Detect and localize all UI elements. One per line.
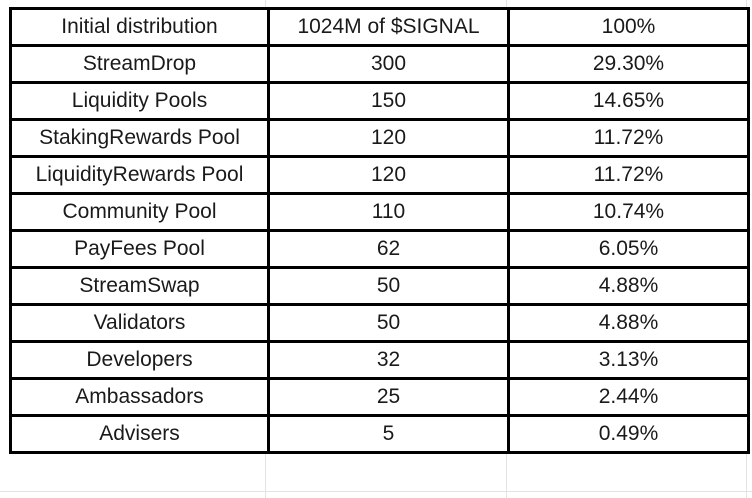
percent-cell[interactable]: 11.72% <box>507 118 750 158</box>
percent-cell[interactable]: 14.65% <box>507 81 750 121</box>
header-cell-amount[interactable]: 1024M of $SIGNAL <box>267 7 510 47</box>
distribution-table: Initial distribution 1024M of $SIGNAL 10… <box>9 7 750 454</box>
amount-cell[interactable]: 120 <box>267 155 510 195</box>
table-row: StreamDrop 300 29.30% <box>9 44 750 84</box>
percent-cell[interactable]: 29.30% <box>507 44 750 84</box>
amount-cell[interactable]: 120 <box>267 118 510 158</box>
amount-cell[interactable]: 25 <box>267 377 510 417</box>
table-row: Developers 32 3.13% <box>9 340 750 380</box>
table-row-header: Initial distribution 1024M of $SIGNAL 10… <box>9 7 750 47</box>
category-cell[interactable]: StreamSwap <box>9 266 270 306</box>
amount-cell[interactable]: 62 <box>267 229 510 269</box>
table-row: Ambassadors 25 2.44% <box>9 377 750 417</box>
category-cell[interactable]: LiquidityRewards Pool <box>9 155 270 195</box>
table-row: Validators 50 4.88% <box>9 303 750 343</box>
category-cell[interactable]: StakingRewards Pool <box>9 118 270 158</box>
category-cell[interactable]: PayFees Pool <box>9 229 270 269</box>
table-row: Liquidity Pools 150 14.65% <box>9 81 750 121</box>
category-cell[interactable]: Ambassadors <box>9 377 270 417</box>
amount-cell[interactable]: 32 <box>267 340 510 380</box>
category-cell[interactable]: StreamDrop <box>9 44 270 84</box>
category-cell[interactable]: Community Pool <box>9 192 270 232</box>
percent-cell[interactable]: 0.49% <box>507 414 750 454</box>
header-cell-percent[interactable]: 100% <box>507 7 750 47</box>
category-cell[interactable]: Liquidity Pools <box>9 81 270 121</box>
amount-cell[interactable]: 50 <box>267 303 510 343</box>
header-cell-category[interactable]: Initial distribution <box>9 7 270 47</box>
distribution-table-body: Initial distribution 1024M of $SIGNAL 10… <box>9 7 750 454</box>
percent-cell[interactable]: 11.72% <box>507 155 750 195</box>
percent-cell[interactable]: 4.88% <box>507 266 750 306</box>
amount-cell[interactable]: 5 <box>267 414 510 454</box>
table-row: PayFees Pool 62 6.05% <box>9 229 750 269</box>
category-cell[interactable]: Advisers <box>9 414 270 454</box>
amount-cell[interactable]: 50 <box>267 266 510 306</box>
amount-cell[interactable]: 150 <box>267 81 510 121</box>
percent-cell[interactable]: 4.88% <box>507 303 750 343</box>
percent-cell[interactable]: 2.44% <box>507 377 750 417</box>
table-row: Community Pool 110 10.74% <box>9 192 750 232</box>
amount-cell[interactable]: 110 <box>267 192 510 232</box>
percent-cell[interactable]: 3.13% <box>507 340 750 380</box>
table-row: LiquidityRewards Pool 120 11.72% <box>9 155 750 195</box>
amount-cell[interactable]: 300 <box>267 44 510 84</box>
category-cell[interactable]: Validators <box>9 303 270 343</box>
category-cell[interactable]: Developers <box>9 340 270 380</box>
table-row: StakingRewards Pool 120 11.72% <box>9 118 750 158</box>
percent-cell[interactable]: 6.05% <box>507 229 750 269</box>
table-row: StreamSwap 50 4.88% <box>9 266 750 306</box>
table-row: Advisers 5 0.49% <box>9 414 750 454</box>
percent-cell[interactable]: 10.74% <box>507 192 750 232</box>
